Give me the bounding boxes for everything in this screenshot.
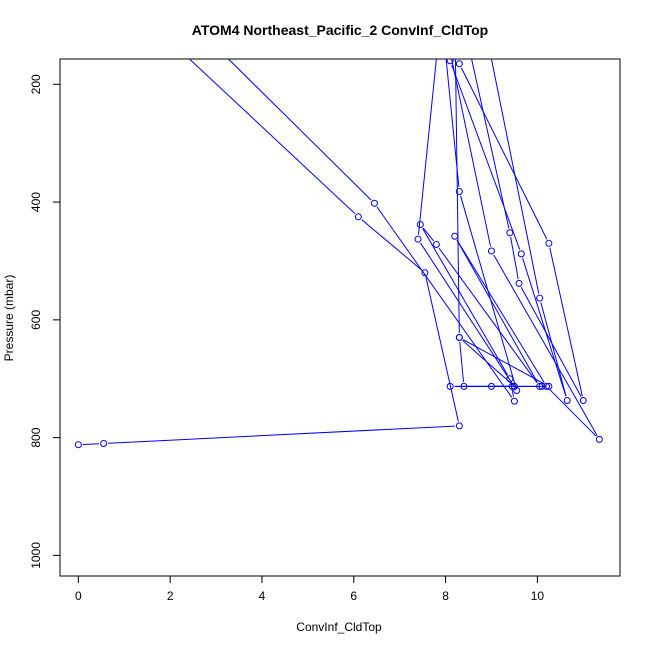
chart-title: ATOM4 Northeast_Pacific_2 ConvInf_CldTop — [192, 22, 488, 38]
data-point — [74, 441, 82, 449]
x-tick-label: 6 — [350, 589, 357, 603]
data-point — [543, 382, 551, 390]
series-segment — [471, 59, 510, 229]
data-point — [438, 5, 444, 11]
data-point — [506, 229, 514, 237]
x-tick-label: 2 — [167, 589, 174, 603]
series-layer — [74, 5, 603, 449]
series-segment — [456, 239, 545, 383]
data-point — [100, 440, 108, 448]
y-tick-label: 600 — [29, 310, 43, 330]
data-point — [455, 60, 463, 68]
series-segment — [420, 242, 515, 388]
data-point — [595, 435, 603, 443]
series-segment — [510, 237, 519, 280]
data-point — [538, 382, 546, 390]
series-segment — [455, 9, 478, 13]
series-segment — [451, 64, 521, 250]
data-point — [479, 11, 485, 17]
data-point — [487, 382, 495, 390]
data-point — [455, 334, 463, 342]
data-point — [451, 232, 459, 240]
series-segment — [227, 59, 372, 201]
series-segment — [422, 228, 509, 376]
data-point — [517, 250, 525, 258]
x-axis: 0 2 4 6 8 10 — [75, 575, 545, 603]
y-tick-label: 400 — [29, 192, 43, 212]
series-segment — [456, 239, 538, 383]
x-tick-label: 10 — [531, 589, 545, 603]
data-point — [144, 17, 150, 23]
data-point — [446, 382, 454, 390]
series-segment — [460, 195, 516, 387]
data-point — [455, 187, 463, 195]
data-point — [416, 220, 424, 228]
series-segment — [425, 277, 459, 422]
series-segment — [549, 247, 583, 397]
series-segment — [445, 59, 460, 188]
series-segment — [108, 425, 455, 444]
x-tick-label: 0 — [75, 589, 82, 603]
series-segment — [417, 59, 437, 235]
data-point — [446, 59, 454, 65]
data-point — [447, 5, 453, 11]
x-axis-label: ConvInf_CldTop — [296, 620, 382, 634]
y-axis-label: Pressure (mbar) — [2, 275, 16, 362]
data-point — [510, 397, 518, 405]
data-point — [563, 397, 571, 405]
series-segment — [462, 340, 512, 384]
series-segment — [451, 59, 492, 247]
series-segment — [493, 254, 598, 436]
series-segment — [522, 258, 567, 397]
data-point — [487, 247, 495, 255]
data-point — [545, 382, 553, 390]
x-tick-label: 8 — [442, 589, 449, 603]
data-point — [460, 382, 468, 390]
y-tick-label: 1000 — [29, 542, 43, 569]
series-segment — [361, 219, 422, 271]
data-point — [455, 422, 463, 430]
data-point — [508, 382, 516, 390]
data-point — [186, 17, 192, 23]
y-axis: 200 400 600 800 1000 — [29, 74, 61, 569]
series-segment — [549, 389, 597, 437]
series-segment — [463, 339, 546, 385]
series-segment — [459, 341, 465, 382]
y-tick-label: 200 — [29, 74, 43, 94]
plot-area — [59, 58, 621, 577]
data-point — [515, 279, 523, 287]
data-point — [452, 5, 458, 11]
data-point — [438, 11, 444, 17]
series-segment — [422, 227, 434, 242]
series-segment — [188, 59, 356, 215]
data-point — [513, 387, 521, 395]
data-point — [536, 294, 544, 302]
series-segment — [454, 59, 460, 334]
data-point — [536, 382, 544, 390]
x-tick-label: 4 — [259, 589, 266, 603]
data-point — [459, 11, 465, 17]
data-point — [421, 269, 429, 277]
data-point — [579, 397, 587, 405]
data-point — [432, 240, 440, 248]
series-segment — [540, 302, 567, 397]
series-segment — [490, 59, 540, 294]
series-segment — [438, 247, 538, 384]
data-point — [354, 213, 362, 221]
data-point — [545, 239, 553, 247]
series-segment — [376, 206, 513, 398]
data-point — [414, 235, 422, 243]
series-segment — [460, 67, 548, 240]
data-point — [510, 382, 518, 390]
data-point — [506, 375, 514, 383]
y-tick-label: 800 — [29, 427, 43, 447]
series-segment — [82, 443, 100, 445]
data-point — [370, 199, 378, 207]
